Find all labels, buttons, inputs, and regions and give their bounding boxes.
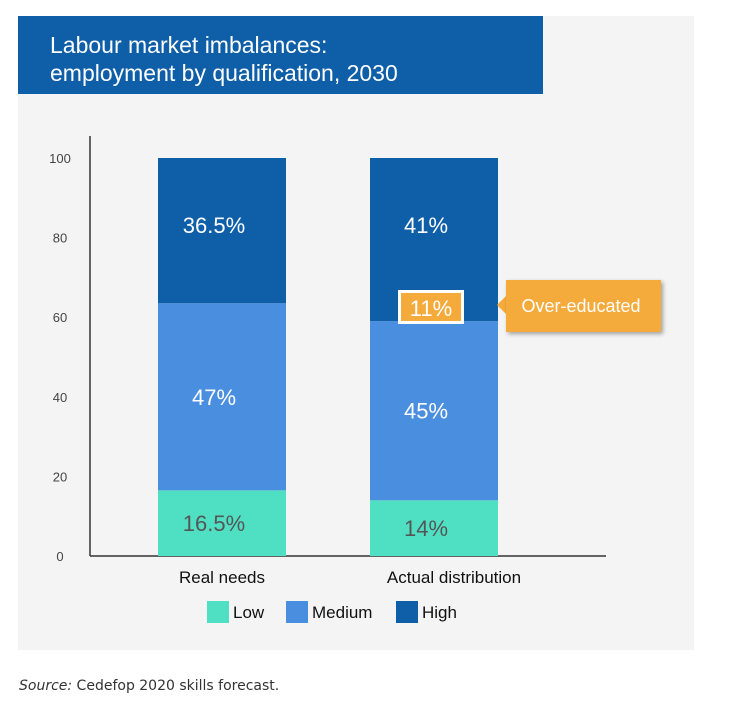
segment-value-label: 36.5% — [183, 213, 245, 238]
y-tick-label: 100 — [49, 151, 71, 166]
segment-value-label: 45% — [404, 399, 448, 424]
chart-title-banner: Labour market imbalances: employment by … — [18, 16, 543, 94]
category-label: Actual distribution — [387, 568, 521, 587]
legend: Low Medium High — [207, 601, 457, 623]
bar-segment-low — [370, 500, 498, 556]
bar-segments — [158, 158, 498, 556]
bar-segment-medium — [370, 321, 498, 501]
callout-pointer — [497, 296, 506, 314]
bar-segment-low — [158, 490, 286, 556]
category-labels: Real needs Actual distribution — [179, 568, 521, 587]
legend-swatch-medium — [286, 601, 308, 623]
segment-value-label: 41% — [404, 213, 448, 238]
bar-segment-high — [158, 158, 286, 304]
segment-value-label: 16.5% — [183, 511, 245, 536]
bar-segment-medium — [158, 303, 286, 491]
legend-label: Medium — [312, 603, 372, 622]
over-educated-annotation: 11% Over-educated — [398, 280, 661, 332]
y-tick-label: 0 — [56, 549, 63, 564]
y-tick-label: 80 — [53, 231, 67, 246]
source-note: Source: Cedefop 2020 skills forecast. — [19, 678, 279, 694]
source-text: Cedefop 2020 skills forecast. — [72, 678, 280, 694]
legend-swatch-low — [207, 601, 229, 623]
segment-value-label: 47% — [192, 385, 236, 410]
legend-label: Low — [233, 603, 265, 622]
chart-panel — [18, 16, 694, 650]
legend-label: High — [422, 603, 457, 622]
y-tick-label: 20 — [53, 469, 67, 484]
annotation-value-box — [401, 293, 461, 321]
category-label: Real needs — [179, 568, 265, 587]
segment-value-label: 14% — [404, 516, 448, 541]
callout-box — [506, 280, 661, 332]
chart-title-line-2: employment by qualification, 2030 — [50, 60, 398, 86]
y-tick-labels: 100 80 60 40 20 0 — [49, 151, 71, 564]
chart-title-line-1: Labour market imbalances: — [50, 32, 328, 58]
y-tick-label: 60 — [53, 310, 67, 325]
legend-swatch-high — [396, 601, 418, 623]
source-prefix: Source: — [19, 678, 73, 694]
segment-value-labels: 16.5% 47% 36.5% 14% 45% 41% — [183, 213, 448, 541]
y-tick-label: 40 — [53, 390, 67, 405]
callout-text: Over-educated — [521, 296, 640, 316]
annotation-value-label: 11% — [410, 296, 452, 321]
